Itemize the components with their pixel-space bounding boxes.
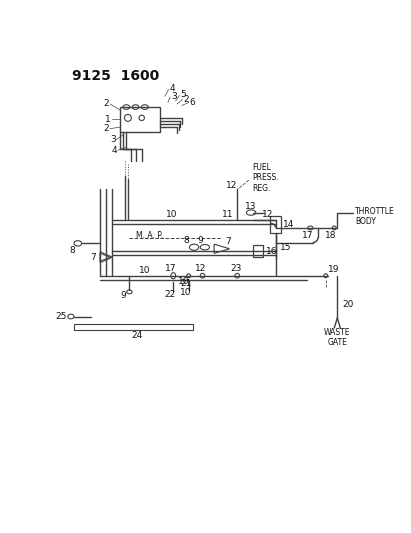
Text: 21: 21 xyxy=(181,279,192,288)
Text: 10: 10 xyxy=(180,288,192,297)
Text: 13: 13 xyxy=(245,202,257,211)
Text: 3: 3 xyxy=(171,92,177,101)
Text: 15: 15 xyxy=(279,243,291,252)
Text: 10: 10 xyxy=(166,209,178,219)
Text: 11: 11 xyxy=(222,209,234,219)
Text: M. A. P.: M. A. P. xyxy=(136,231,163,240)
Text: 1: 1 xyxy=(105,115,111,124)
Text: 5: 5 xyxy=(180,90,186,99)
Text: FUEL
PRESS.
REG.: FUEL PRESS. REG. xyxy=(253,163,279,193)
Text: 9: 9 xyxy=(120,291,126,300)
Text: 9: 9 xyxy=(197,236,203,245)
Text: 2: 2 xyxy=(104,124,109,133)
Text: WASTE
GATE: WASTE GATE xyxy=(324,328,351,347)
Text: 8: 8 xyxy=(69,246,75,255)
Text: 6: 6 xyxy=(189,98,195,107)
Text: 7: 7 xyxy=(225,237,231,246)
Text: 17: 17 xyxy=(302,231,314,240)
Text: 20: 20 xyxy=(342,301,353,310)
Text: 16: 16 xyxy=(266,247,277,255)
Text: 7: 7 xyxy=(90,253,95,262)
Text: 12: 12 xyxy=(226,181,238,190)
Text: 22: 22 xyxy=(164,290,176,298)
Text: 2: 2 xyxy=(104,100,109,109)
Bar xyxy=(270,216,281,232)
Text: 3: 3 xyxy=(110,135,115,144)
Text: 19: 19 xyxy=(328,265,339,274)
Text: 12: 12 xyxy=(194,263,206,272)
Text: 10: 10 xyxy=(178,277,189,286)
Bar xyxy=(253,245,263,257)
Text: 2: 2 xyxy=(183,95,189,104)
Text: 4: 4 xyxy=(169,84,175,93)
Text: 10: 10 xyxy=(139,266,150,275)
Text: 18: 18 xyxy=(326,231,337,240)
Text: 24: 24 xyxy=(132,332,143,340)
Text: 4: 4 xyxy=(111,146,117,155)
Text: 14: 14 xyxy=(284,220,295,229)
Text: 25: 25 xyxy=(55,312,66,321)
Text: 8: 8 xyxy=(183,236,189,245)
Text: 23: 23 xyxy=(230,263,241,272)
Text: 12: 12 xyxy=(262,209,274,219)
Bar xyxy=(74,324,193,329)
Text: THROTTLE
BODY: THROTTLE BODY xyxy=(355,207,395,226)
Text: 17: 17 xyxy=(164,263,176,272)
Text: 9125  1600: 9125 1600 xyxy=(72,69,159,83)
Bar xyxy=(120,107,160,132)
